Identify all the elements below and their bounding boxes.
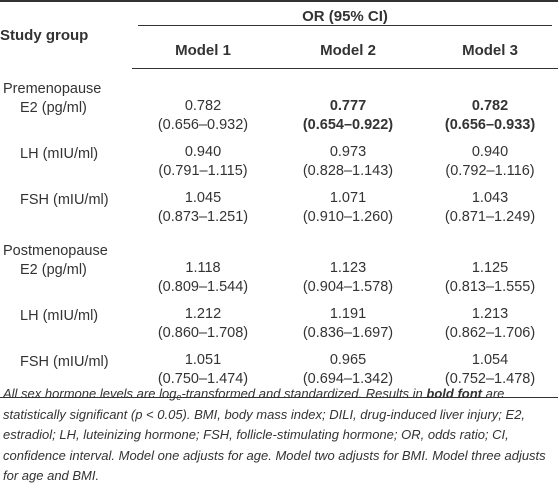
model-1-header: Model 1	[132, 32, 274, 69]
results-table: Study group OR (95% CI) Model 1 Model 2 …	[0, 1, 558, 398]
footnote-text: -transformed and standardized. Results i…	[181, 386, 427, 401]
study-group-header: Study group	[0, 26, 89, 44]
ci-value: (0.836–1.697)	[302, 325, 394, 341]
or-cell: 0.782 (0.656–0.932)	[132, 97, 274, 143]
section-title: Postmenopause	[3, 243, 108, 259]
or-value: 0.782	[471, 98, 509, 114]
footnote-text: are statistically significant (p < 0.05)…	[3, 386, 546, 483]
table-row: LH (mIU/ml) 1.212 (0.860–1.708) 1.191 (0.836…	[0, 305, 558, 351]
or-value: 1.212	[184, 306, 222, 322]
table-row: LH (mIU/ml) 0.940 (0.791–1.115) 0.973 (0.828…	[0, 143, 558, 189]
ci-value: (0.792–1.116)	[445, 163, 535, 179]
or-cell: 0.965 (0.694–1.342)	[274, 351, 422, 398]
footnote-bold-text: bold font	[426, 386, 482, 401]
table-row: E2 (pg/ml) 0.782 (0.656–0.932) 0.777 (0.654–…	[0, 97, 558, 143]
table-row: FSH (mIU/ml) 1.051 (0.750–1.474) 0.965 (0.69…	[0, 351, 558, 398]
or-value: 0.782	[184, 98, 222, 114]
or-value: 1.071	[329, 190, 367, 206]
or-value: 0.940	[471, 144, 509, 160]
ci-value: (0.862–1.706)	[444, 325, 536, 341]
or-value: 1.118	[185, 260, 221, 276]
ci-value: (0.656–0.932)	[157, 117, 249, 133]
or-value: 1.191	[329, 306, 367, 322]
or-value: 1.051	[184, 352, 222, 368]
ci-value: (0.828–1.143)	[302, 163, 394, 179]
or-cell: 1.054 (0.752–1.478)	[422, 351, 558, 398]
section-row: Postmenopause	[0, 235, 558, 259]
or-cell: 1.213 (0.862–1.706)	[422, 305, 558, 351]
or-group-label: OR (95% CI)	[138, 8, 553, 26]
footnote-subscript: e	[176, 392, 182, 402]
or-cell: 0.940 (0.791–1.115)	[132, 143, 274, 189]
row-label: E2 (pg/ml)	[20, 262, 87, 278]
model-2-header: Model 2	[274, 32, 422, 69]
table-footnote: All sex hormone levels are loge-transfor…	[3, 384, 556, 487]
row-label: LH (mIU/ml)	[20, 146, 99, 162]
or-cell: 0.782 (0.656–0.933)	[422, 97, 558, 143]
or-cell: 1.051 (0.750–1.474)	[132, 351, 274, 398]
or-value: 1.045	[184, 190, 222, 206]
table-row: E2 (pg/ml) 1.118 (0.809–1.544) 1.123 (0.904–…	[0, 259, 558, 305]
or-value: 0.973	[329, 144, 367, 160]
ci-value: (0.860–1.708)	[157, 325, 249, 341]
or-value: 0.940	[184, 144, 222, 160]
or-group-header: OR (95% CI)	[132, 1, 558, 32]
row-label: FSH (mIU/ml)	[20, 192, 109, 208]
ci-value: (0.871–1.249)	[444, 209, 536, 225]
or-value: 0.965	[329, 352, 367, 368]
row-label: FSH (mIU/ml)	[0, 351, 132, 398]
ci-value: (0.910–1.260)	[302, 209, 394, 225]
or-cell: 1.071 (0.910–1.260)	[274, 189, 422, 235]
or-cell: 0.777 (0.654–0.922)	[274, 97, 422, 143]
ci-value: (0.791–1.115)	[158, 163, 248, 179]
ci-value: (0.813–1.555)	[444, 279, 536, 295]
or-value: 1.125	[471, 260, 509, 276]
or-cell: 0.973 (0.828–1.143)	[274, 143, 422, 189]
ci-value: (0.654–0.922)	[302, 117, 394, 133]
row-label: E2 (pg/ml)	[20, 100, 87, 116]
or-value: 1.043	[471, 190, 509, 206]
footnote-text: All sex hormone levels are log	[3, 386, 177, 401]
ci-value: (0.750–1.474)	[157, 371, 249, 387]
or-cell: 1.125 (0.813–1.555)	[422, 259, 558, 305]
section-row: Premenopause	[0, 69, 558, 97]
or-cell: 0.940 (0.792–1.116)	[422, 143, 558, 189]
model-3-header: Model 3	[422, 32, 558, 69]
ci-value: (0.809–1.544)	[157, 279, 249, 295]
ci-value: (0.694–1.342)	[302, 371, 394, 387]
or-cell: 1.212 (0.860–1.708)	[132, 305, 274, 351]
or-value: 1.054	[471, 352, 509, 368]
ci-value: (0.752–1.478)	[444, 371, 536, 387]
or-cell: 1.118 (0.809–1.544)	[132, 259, 274, 305]
or-cell: 1.043 (0.871–1.249)	[422, 189, 558, 235]
table-row: FSH (mIU/ml) 1.045 (0.873–1.251) 1.071 (0.91…	[0, 189, 558, 235]
or-cell: 1.045 (0.873–1.251)	[132, 189, 274, 235]
section-title: Premenopause	[3, 81, 102, 97]
or-cell: 1.123 (0.904–1.578)	[274, 259, 422, 305]
or-value: 0.777	[329, 98, 367, 114]
ci-value: (0.656–0.933)	[444, 117, 536, 133]
or-value: 1.213	[471, 306, 509, 322]
ci-value: (0.904–1.578)	[302, 279, 394, 295]
ci-value: (0.873–1.251)	[157, 209, 249, 225]
table-body: Premenopause E2 (pg/ml) 0.782 (0.656–0.932)…	[0, 69, 558, 398]
or-value: 1.123	[329, 260, 367, 276]
row-label: LH (mIU/ml)	[20, 308, 99, 324]
or-cell: 1.191 (0.836–1.697)	[274, 305, 422, 351]
